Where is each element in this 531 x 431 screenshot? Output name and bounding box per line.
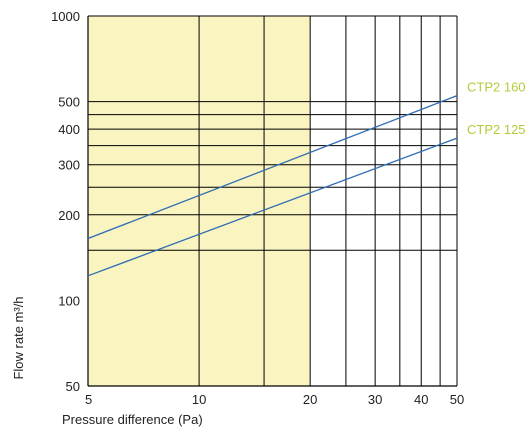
y-tick-label: 300: [58, 158, 80, 173]
x-axis-title: Pressure difference (Pa): [62, 412, 203, 427]
series-line-1: [87, 94, 458, 240]
axis-layer: [87, 15, 458, 387]
series-label-1: CTP2 160: [467, 80, 526, 95]
y-tick-label: 50: [66, 379, 80, 394]
series-line-2: [87, 137, 458, 277]
x-tick-label: 50: [450, 392, 464, 407]
x-tick-label: 5: [85, 392, 92, 407]
y-axis-title: Flow rate m³/h: [11, 296, 26, 379]
series-label-layer: CTP2 160 CTP2 125: [467, 80, 526, 138]
x-tick-label: 10: [192, 392, 206, 407]
y-tick-label: 400: [58, 122, 80, 137]
grid-layer: [88, 16, 457, 386]
x-tick-label: 20: [303, 392, 317, 407]
y-tick-label: 100: [58, 293, 80, 308]
y-tick-label: 1000: [51, 9, 80, 24]
series-label-2: CTP2 125: [467, 122, 526, 137]
y-tick-label: 500: [58, 95, 80, 110]
series-layer: [87, 94, 458, 277]
x-tick-label: 30: [368, 392, 382, 407]
x-tick-label: 40: [414, 392, 428, 407]
y-tick-label: 200: [58, 208, 80, 223]
